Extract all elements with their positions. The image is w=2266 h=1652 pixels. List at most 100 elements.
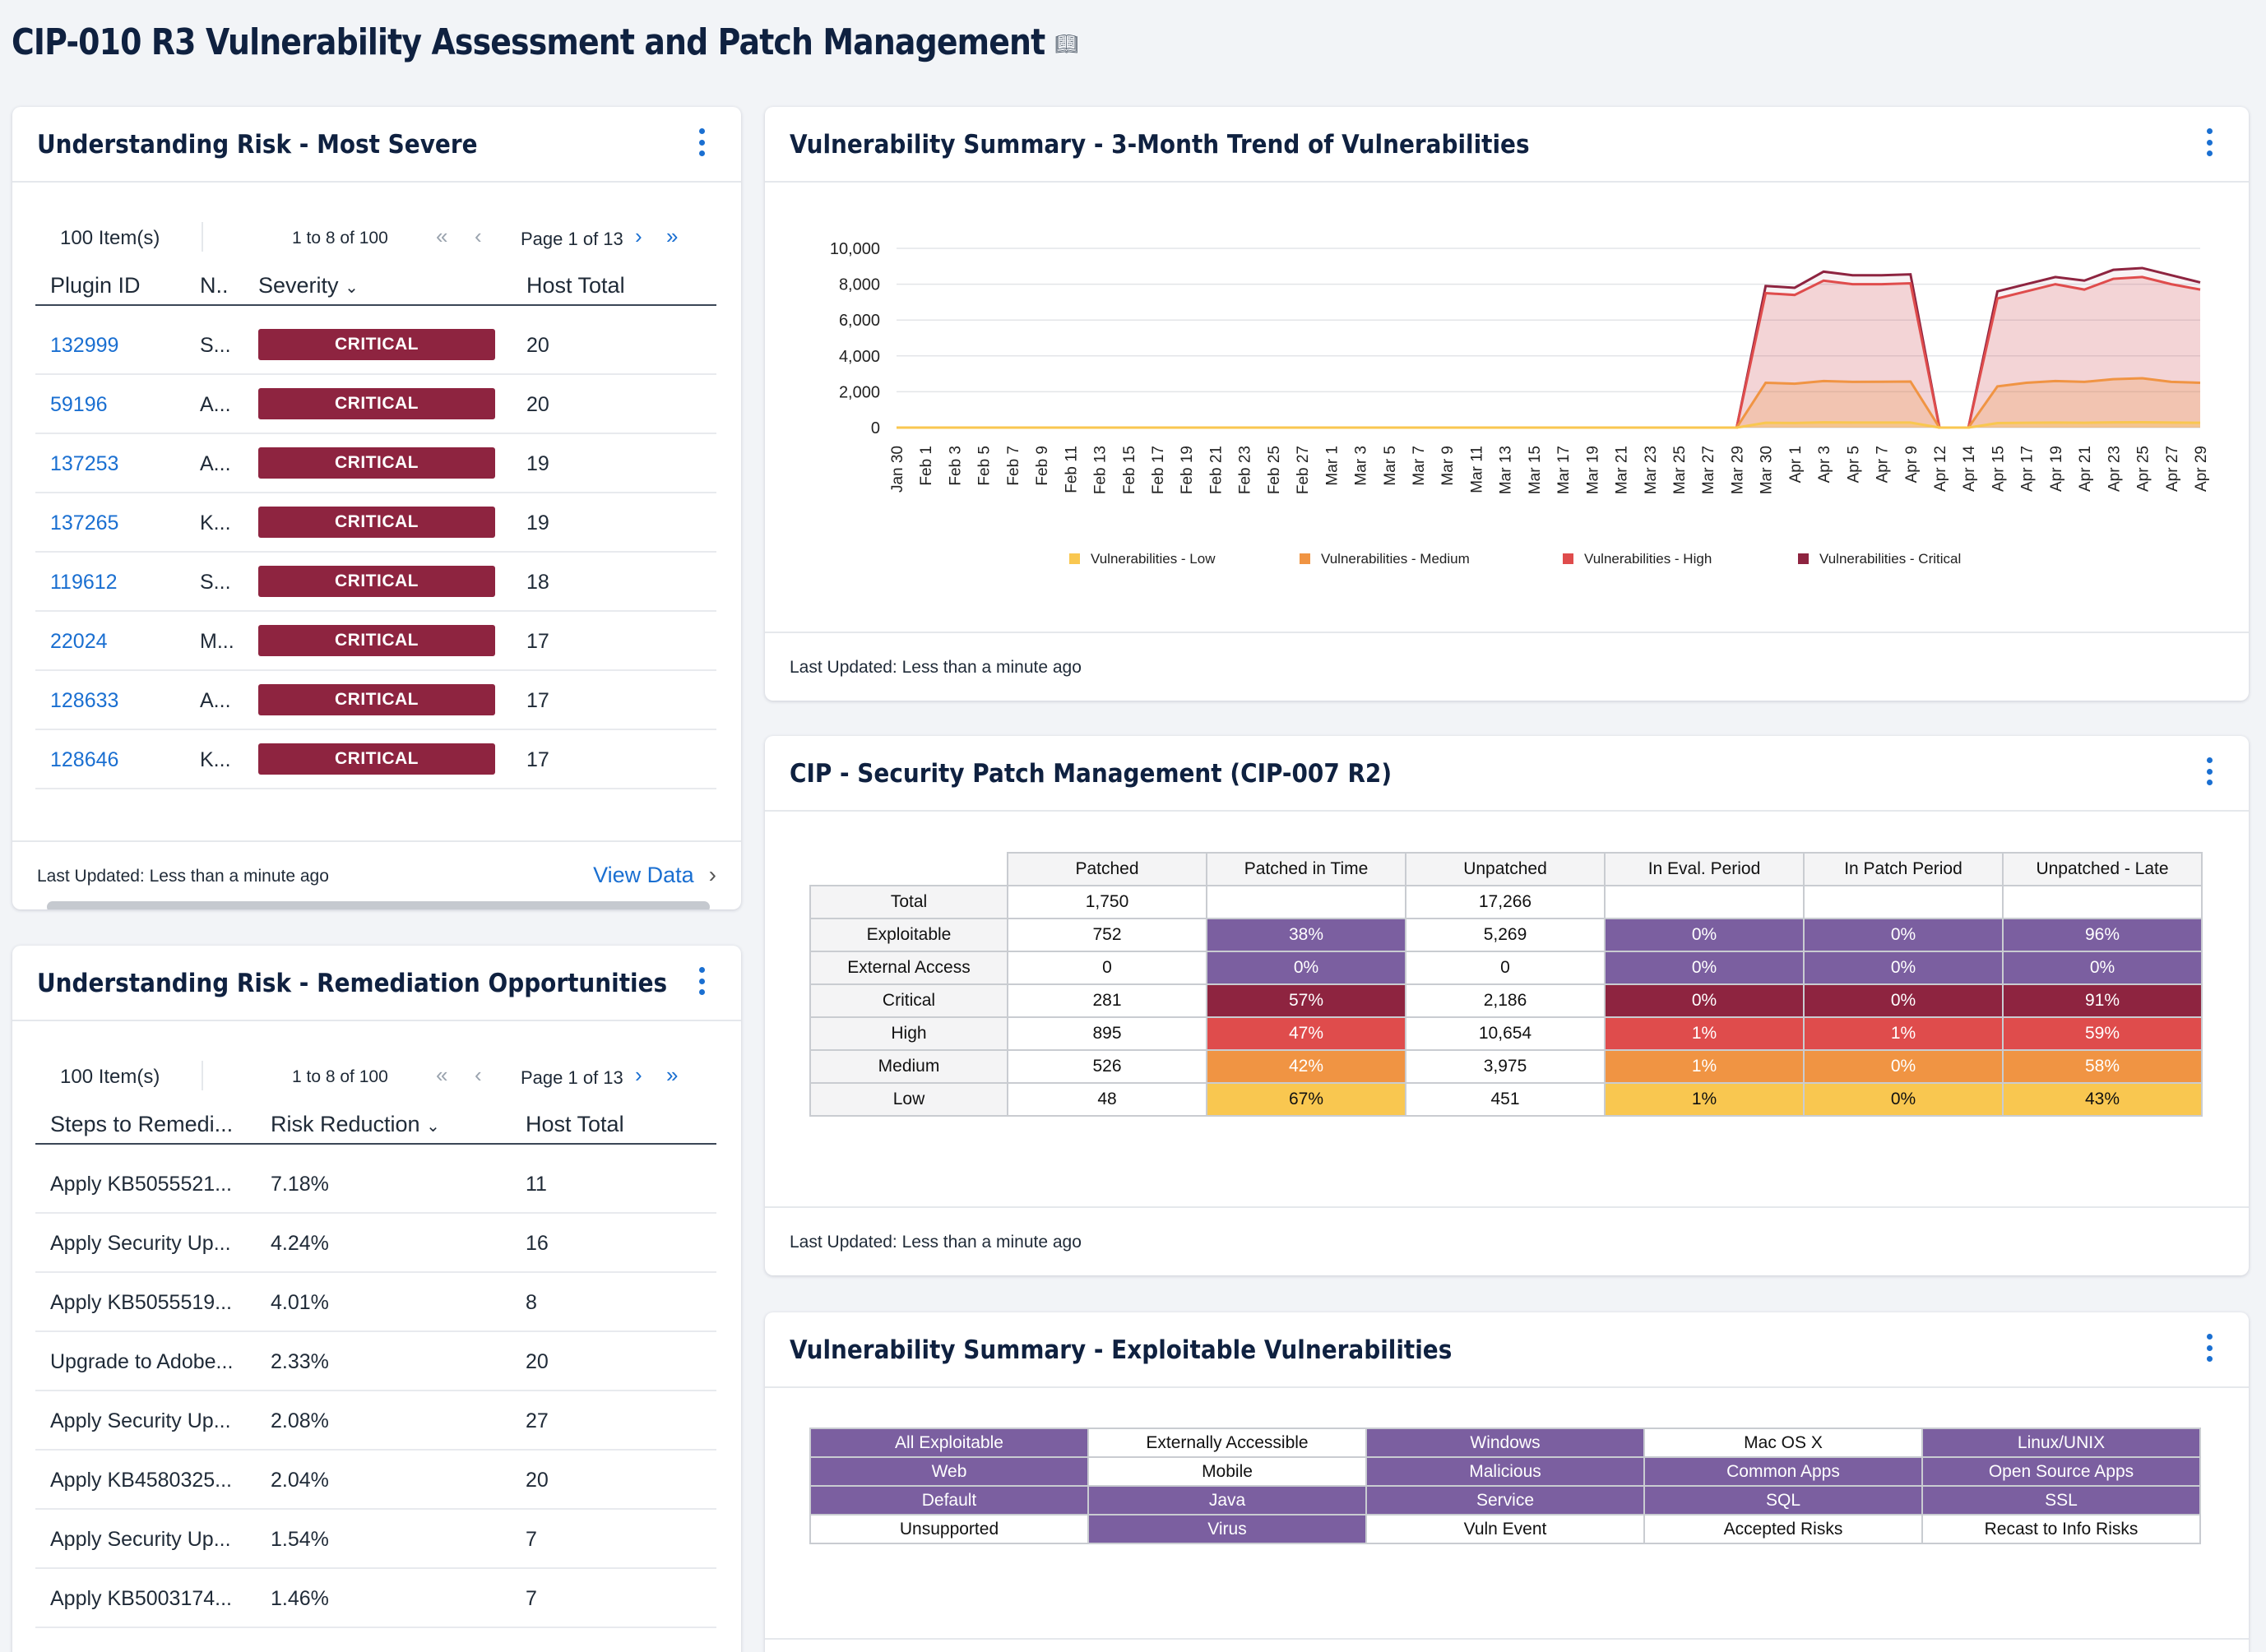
matrix-cell[interactable]: 0% bbox=[1803, 983, 2004, 1018]
table-row[interactable]: 128633 A... CRITICAL 17 bbox=[35, 671, 716, 730]
table-row[interactable]: Apply KB5055521... 7.18% 11 bbox=[35, 1155, 716, 1214]
exploitable-filter-cell[interactable]: Recast to Info Risks bbox=[1921, 1514, 2201, 1544]
exploitable-filter-cell[interactable]: Unsupported bbox=[809, 1514, 1089, 1544]
matrix-cell[interactable]: 38% bbox=[1206, 918, 1406, 952]
kebab-menu-icon[interactable] bbox=[2204, 757, 2214, 785]
exploitable-filter-cell[interactable]: SSL bbox=[1921, 1485, 2201, 1515]
table-row[interactable]: 119612 S... CRITICAL 18 bbox=[35, 553, 716, 612]
plugin-id-link[interactable]: 119612 bbox=[50, 571, 118, 594]
matrix-cell[interactable]: 526 bbox=[1007, 1049, 1207, 1084]
matrix-cell[interactable]: 0% bbox=[1604, 983, 1805, 1018]
first-page-icon[interactable]: « bbox=[436, 1062, 448, 1087]
plugin-id-link[interactable]: 128646 bbox=[50, 748, 119, 771]
exploitable-filter-cell[interactable]: Java bbox=[1087, 1485, 1367, 1515]
table-row[interactable]: Apply Security Up... 4.24% 16 bbox=[35, 1214, 716, 1273]
matrix-cell[interactable]: 1% bbox=[1604, 1016, 1805, 1051]
prev-page-icon[interactable]: ‹ bbox=[475, 1062, 482, 1087]
exploitable-filter-cell[interactable]: Web bbox=[809, 1456, 1089, 1487]
col-host-total[interactable]: Host Total bbox=[526, 273, 625, 298]
matrix-cell[interactable]: 17,266 bbox=[1405, 885, 1606, 919]
matrix-cell[interactable]: 3,975 bbox=[1405, 1049, 1606, 1084]
col-steps[interactable]: Steps to Remedi... bbox=[50, 1112, 234, 1136]
matrix-cell[interactable]: 895 bbox=[1007, 1016, 1207, 1051]
matrix-cell[interactable]: 0% bbox=[2002, 951, 2203, 985]
table-row[interactable]: Apply KB4580325... 2.04% 20 bbox=[35, 1451, 716, 1510]
plugin-id-link[interactable]: 137265 bbox=[50, 511, 119, 534]
matrix-cell[interactable]: 0% bbox=[1803, 1082, 2004, 1117]
exploitable-filter-cell[interactable]: Linux/UNIX bbox=[1921, 1428, 2201, 1458]
exploitable-filter-cell[interactable]: Default bbox=[809, 1485, 1089, 1515]
exploitable-filter-cell[interactable]: Malicious bbox=[1365, 1456, 1645, 1487]
matrix-cell[interactable]: 58% bbox=[2002, 1049, 2203, 1084]
prev-page-icon[interactable]: ‹ bbox=[475, 224, 482, 248]
table-row[interactable]: Apply KB5055519... 4.01% 8 bbox=[35, 1273, 716, 1332]
col-severity[interactable]: Severity ⌄ bbox=[258, 273, 359, 298]
matrix-cell[interactable]: 0% bbox=[1803, 918, 2004, 952]
kebab-menu-icon[interactable] bbox=[697, 967, 707, 995]
exploitable-filter-cell[interactable]: SQL bbox=[1643, 1485, 1923, 1515]
matrix-cell[interactable]: 48 bbox=[1007, 1082, 1207, 1117]
matrix-cell[interactable]: 451 bbox=[1405, 1082, 1606, 1117]
exploitable-filter-cell[interactable]: Virus bbox=[1087, 1514, 1367, 1544]
table-row[interactable]: 132999 S... CRITICAL 20 bbox=[35, 316, 716, 375]
matrix-cell[interactable]: 47% bbox=[1206, 1016, 1406, 1051]
col-plugin-id[interactable]: Plugin ID bbox=[50, 273, 141, 298]
table-row[interactable]: 59196 A... CRITICAL 20 bbox=[35, 375, 716, 434]
exploitable-filter-cell[interactable]: Windows bbox=[1365, 1428, 1645, 1458]
table-row[interactable]: Apply Security Up... 1.54% 7 bbox=[35, 1510, 716, 1569]
matrix-cell[interactable]: 0% bbox=[1803, 951, 2004, 985]
last-page-icon[interactable]: » bbox=[666, 1062, 679, 1087]
matrix-cell[interactable]: 10,654 bbox=[1405, 1016, 1606, 1051]
exploitable-filter-cell[interactable]: Service bbox=[1365, 1485, 1645, 1515]
exploitable-filter-cell[interactable]: Accepted Risks bbox=[1643, 1514, 1923, 1544]
matrix-cell[interactable]: 0% bbox=[1803, 1049, 2004, 1084]
exploitable-filter-cell[interactable]: Mac OS X bbox=[1643, 1428, 1923, 1458]
matrix-cell[interactable]: 43% bbox=[2002, 1082, 2203, 1117]
table-row[interactable]: 22024 M... CRITICAL 17 bbox=[35, 612, 716, 671]
matrix-cell[interactable]: 752 bbox=[1007, 918, 1207, 952]
col-name[interactable]: N.. bbox=[200, 273, 229, 298]
matrix-cell[interactable]: 0% bbox=[1604, 918, 1805, 952]
matrix-cell[interactable]: 1% bbox=[1604, 1082, 1805, 1117]
matrix-cell[interactable]: 96% bbox=[2002, 918, 2203, 952]
plugin-id-link[interactable]: 132999 bbox=[50, 334, 119, 357]
col-host-total[interactable]: Host Total bbox=[526, 1112, 624, 1136]
table-row[interactable]: 137253 A... CRITICAL 19 bbox=[35, 434, 716, 493]
matrix-cell[interactable] bbox=[1604, 885, 1805, 919]
exploitable-filter-cell[interactable]: Vuln Event bbox=[1365, 1514, 1645, 1544]
matrix-cell[interactable]: 91% bbox=[2002, 983, 2203, 1018]
matrix-cell[interactable]: 0% bbox=[1206, 951, 1406, 985]
exploitable-filter-cell[interactable]: Common Apps bbox=[1643, 1456, 1923, 1487]
matrix-cell[interactable]: 0 bbox=[1405, 951, 1606, 985]
exploitable-filter-cell[interactable]: Externally Accessible bbox=[1087, 1428, 1367, 1458]
table-row[interactable]: Apply KB5003174... 1.46% 7 bbox=[35, 1569, 716, 1628]
table-row[interactable]: 128646 K... CRITICAL 17 bbox=[35, 730, 716, 789]
matrix-cell[interactable]: 42% bbox=[1206, 1049, 1406, 1084]
plugin-id-link[interactable]: 22024 bbox=[50, 630, 108, 653]
matrix-cell[interactable]: 5,269 bbox=[1405, 918, 1606, 952]
table-row[interactable]: 137265 K... CRITICAL 19 bbox=[35, 493, 716, 553]
next-page-icon[interactable]: › bbox=[635, 1062, 642, 1087]
kebab-menu-icon[interactable] bbox=[2204, 1334, 2214, 1362]
matrix-cell[interactable] bbox=[1803, 885, 2004, 919]
next-page-icon[interactable]: › bbox=[635, 224, 642, 248]
kebab-menu-icon[interactable] bbox=[697, 128, 707, 156]
matrix-cell[interactable]: 0 bbox=[1007, 951, 1207, 985]
matrix-cell[interactable]: 1,750 bbox=[1007, 885, 1207, 919]
first-page-icon[interactable]: « bbox=[436, 224, 448, 248]
table-row[interactable]: Upgrade to Adobe... 2.33% 20 bbox=[35, 1332, 716, 1391]
plugin-id-link[interactable]: 128633 bbox=[50, 689, 119, 712]
matrix-cell[interactable]: 281 bbox=[1007, 983, 1207, 1018]
col-risk-reduction[interactable]: Risk Reduction ⌄ bbox=[271, 1112, 440, 1137]
plugin-id-link[interactable]: 137253 bbox=[50, 452, 119, 475]
kebab-menu-icon[interactable] bbox=[2204, 128, 2214, 156]
plugin-id-link[interactable]: 59196 bbox=[50, 393, 108, 416]
matrix-cell[interactable] bbox=[2002, 885, 2203, 919]
view-data-link[interactable]: View Data › bbox=[593, 862, 716, 888]
exploitable-filter-cell[interactable]: Mobile bbox=[1087, 1456, 1367, 1487]
exploitable-filter-cell[interactable]: Open Source Apps bbox=[1921, 1456, 2201, 1487]
book-icon[interactable]: 📖︎ bbox=[1054, 32, 1077, 57]
matrix-cell[interactable]: 0% bbox=[1604, 951, 1805, 985]
last-page-icon[interactable]: » bbox=[666, 224, 679, 248]
exploitable-filter-cell[interactable]: All Exploitable bbox=[809, 1428, 1089, 1458]
